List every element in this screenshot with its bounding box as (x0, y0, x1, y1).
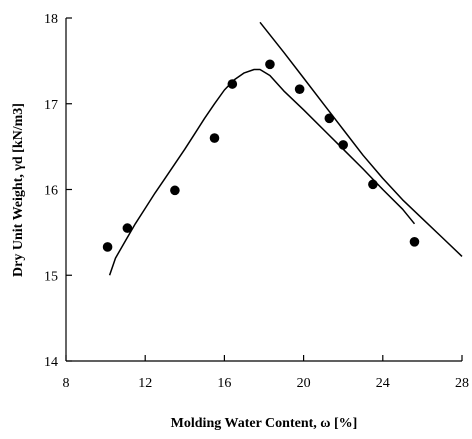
data-point (368, 179, 378, 190)
data-point (265, 59, 275, 70)
y-tick-label: 16 (44, 184, 58, 199)
y-tick-label: 14 (44, 355, 58, 370)
y-axis-ticks: 14 15 16 17 18 (44, 12, 72, 370)
data-point (209, 133, 220, 143)
x-axis-title: Molding Water Content, ω [%] (171, 416, 358, 431)
x-tick-label: 24 (376, 376, 390, 391)
data-point (324, 113, 335, 124)
data-point (102, 242, 113, 252)
data-point (338, 140, 349, 150)
y-tick-label: 18 (44, 12, 58, 27)
data-point (170, 185, 180, 196)
x-tick-label: 12 (138, 376, 152, 391)
x-axis-ticks: 8 12 16 20 24 28 (63, 355, 469, 391)
y-axis-title: Dry Unit Weight, γd [kN/m3] (11, 103, 26, 277)
data-point (227, 79, 238, 89)
plot-area: 14 15 16 17 18 8 12 16 20 24 28 (44, 12, 469, 391)
data-point (294, 84, 305, 94)
x-tick-label: 28 (455, 376, 469, 391)
compaction-curve-line (108, 68, 416, 276)
x-tick-label: 20 (297, 376, 311, 391)
zero-air-voids-line (259, 21, 463, 257)
fitted-curves (108, 21, 463, 276)
x-tick-label: 8 (63, 376, 70, 391)
data-point (122, 223, 133, 233)
data-point (409, 237, 420, 247)
y-tick-label: 15 (44, 269, 58, 284)
x-tick-label: 16 (217, 376, 231, 391)
data-points (102, 59, 420, 252)
y-tick-label: 17 (44, 98, 58, 113)
